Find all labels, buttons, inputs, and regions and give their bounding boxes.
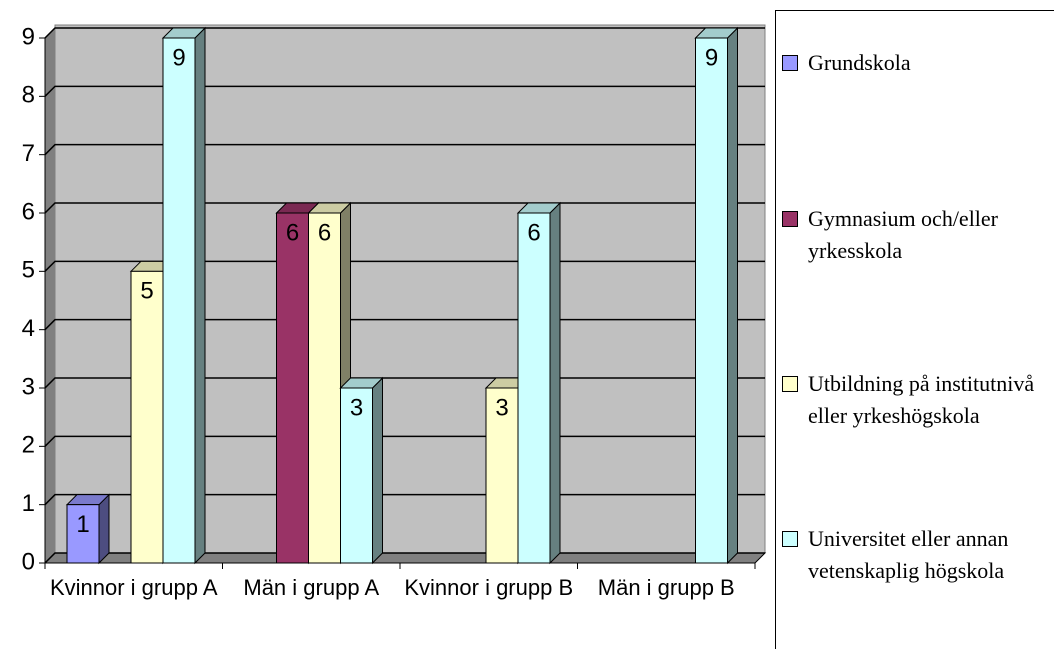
legend-entry: Universitet eller annan vetenskaplig hög…: [782, 523, 1054, 587]
x-tick-label: Män i grupp B: [597, 575, 735, 600]
legend-entry: Utbildning på institutnivå eller yrkeshö…: [782, 368, 1054, 432]
x-tick-label: Kvinnor i grupp B: [404, 575, 574, 600]
legend: Grundskola Gymnasium och/eller yrkesskola…: [775, 10, 1054, 649]
bar: [65, 493, 111, 565]
data-label: 9: [172, 44, 185, 71]
data-label: 6: [318, 219, 331, 246]
y-tick-label: 7: [22, 140, 35, 167]
data-label: 6: [286, 219, 299, 246]
bar-side: [727, 26, 738, 565]
bar: [161, 26, 207, 565]
y-tick-label: 0: [22, 548, 35, 575]
bar-front: [130, 270, 164, 564]
bar-side: [549, 201, 561, 565]
data-label: 3: [350, 394, 363, 421]
bar-front: [308, 212, 341, 564]
legend-entry: Gymnasium och/eller yrkesskola: [782, 203, 1054, 267]
bar-front: [517, 212, 551, 564]
bar-side: [372, 376, 383, 565]
y-tick-label: 4: [22, 315, 35, 342]
y-tick-label: 2: [22, 432, 35, 459]
legend-label: Grundskola: [808, 50, 911, 75]
data-label: 1: [76, 511, 89, 538]
bar-front: [162, 37, 196, 564]
bar-side: [98, 493, 110, 565]
bar-front: [340, 387, 373, 564]
x-tick-label: Kvinnor i grupp A: [49, 575, 218, 600]
y-tick-label: 5: [22, 257, 35, 284]
legend-label: Utbildning på institutnivå eller yrkeshö…: [808, 371, 1035, 428]
bar-front: [66, 504, 100, 564]
legend-entry: Grundskola: [782, 47, 1054, 79]
legend-swatch: [782, 211, 798, 227]
bar-front: [695, 37, 728, 564]
data-label: 9: [705, 44, 718, 71]
grid-line: [44, 27, 765, 39]
grid-line: [44, 143, 765, 156]
legend-label: Gymnasium och/eller yrkesskola: [808, 206, 999, 263]
side-wall: [44, 26, 56, 565]
data-label: 5: [140, 278, 153, 305]
legend-swatch: [782, 55, 798, 71]
bar-side: [194, 26, 206, 565]
bar-front: [276, 212, 309, 564]
data-label: 3: [495, 394, 508, 421]
legend-label: Universitet eller annan vetenskaplig hög…: [808, 526, 1009, 583]
y-tick-label: 9: [22, 23, 35, 50]
grid-line: [44, 85, 765, 97]
data-label: 6: [527, 219, 540, 246]
bar: [516, 201, 562, 565]
y-tick-label: 3: [22, 373, 35, 400]
bar: [339, 376, 384, 565]
y-tick-label: 1: [22, 490, 35, 517]
bar: [694, 26, 739, 565]
y-tick-label: 8: [22, 82, 35, 109]
legend-swatch: [782, 531, 798, 547]
legend-swatch: [782, 376, 798, 392]
y-tick-label: 6: [22, 198, 35, 225]
x-tick-label: Män i grupp A: [243, 575, 380, 600]
